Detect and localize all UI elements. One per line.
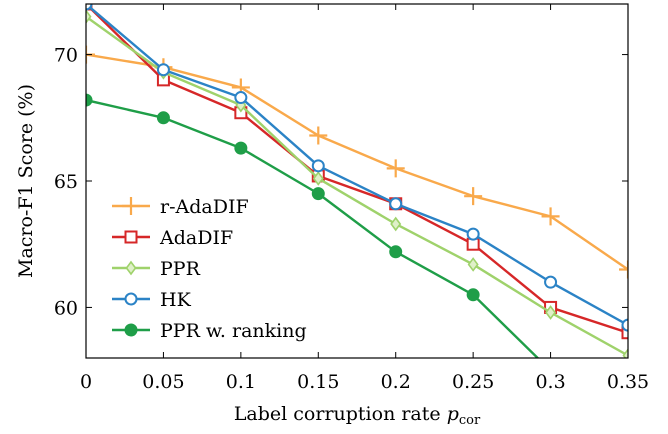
x-tick-label: 0.1 <box>226 371 256 393</box>
data-point <box>86 9 92 24</box>
data-point <box>541 207 560 226</box>
data-point <box>86 93 93 107</box>
data-point <box>390 216 402 232</box>
legend-entry: PPR <box>112 258 201 280</box>
data-point <box>466 227 480 241</box>
x-tick-label: 0.15 <box>297 371 339 393</box>
x-tick-label: 0.25 <box>452 371 494 393</box>
legend-swatch-marker <box>124 292 138 306</box>
legend-entry: HK <box>112 289 192 311</box>
x-tick-label: 0.35 <box>607 371 649 393</box>
legend-label: AdaDIF <box>159 227 233 249</box>
data-point <box>621 318 628 332</box>
x-tick-label: 0.05 <box>142 371 184 393</box>
data-point <box>156 111 170 125</box>
data-point <box>622 348 628 358</box>
data-point <box>234 91 248 105</box>
series-line <box>86 4 628 327</box>
x-axis-label-text: Label corruption rate <box>234 403 447 425</box>
legend-label: r-AdaDIF <box>160 196 249 218</box>
data-point <box>156 63 170 77</box>
legend-entry: PPR w. ranking <box>112 320 307 342</box>
data-point <box>464 187 483 206</box>
data-point <box>234 141 248 155</box>
legend-swatch-marker <box>124 323 138 337</box>
data-point <box>311 187 325 201</box>
data-point <box>309 126 328 145</box>
data-point <box>619 260 628 279</box>
x-tick-label: 0 <box>80 371 92 393</box>
y-tick-label: 60 <box>54 297 78 319</box>
legend-entry: r-AdaDIF <box>112 196 249 218</box>
axes: 0 0.05 0.1 0.15 0.2 0.25 0.3 0.35 60 65 70 <box>54 4 649 393</box>
x-axis-label-variable: p <box>447 403 459 425</box>
series-line <box>86 15 628 357</box>
legend-label: PPR <box>160 258 201 280</box>
legend-swatch-marker <box>124 230 138 244</box>
series-hk <box>86 4 628 332</box>
data-point <box>622 428 634 434</box>
legend-entry: AdaDIF <box>112 227 233 249</box>
y-axis-label: Macro-F1 Score (%) <box>15 84 37 278</box>
x-tick-label: 0.3 <box>535 371 565 393</box>
data-point <box>544 275 558 289</box>
x-axis-label: Label corruption rate pcor <box>234 403 481 428</box>
data-point <box>386 159 405 178</box>
y-tick-label: 70 <box>54 45 78 67</box>
data-point <box>389 197 403 211</box>
data-point <box>312 171 324 186</box>
series-line <box>86 53 628 271</box>
data-point <box>86 4 93 11</box>
legend-swatch-marker <box>122 197 140 215</box>
x-tick-label: 0.2 <box>381 371 411 393</box>
y-tick-label: 65 <box>54 171 78 193</box>
legend-label: HK <box>160 289 192 311</box>
data-point <box>621 326 628 340</box>
data-point <box>466 288 480 302</box>
data-point <box>389 245 403 259</box>
x-axis-label-subscript: cor <box>459 413 481 428</box>
data-point <box>311 159 325 173</box>
series-line <box>86 4 628 334</box>
data-point <box>545 305 557 320</box>
data-point <box>467 257 479 272</box>
legend-label: PPR w. ranking <box>160 320 307 342</box>
legend: r-AdaDIF AdaDIF PPR HK PPR w. ranking <box>112 196 307 342</box>
legend-swatch-marker <box>125 260 137 276</box>
